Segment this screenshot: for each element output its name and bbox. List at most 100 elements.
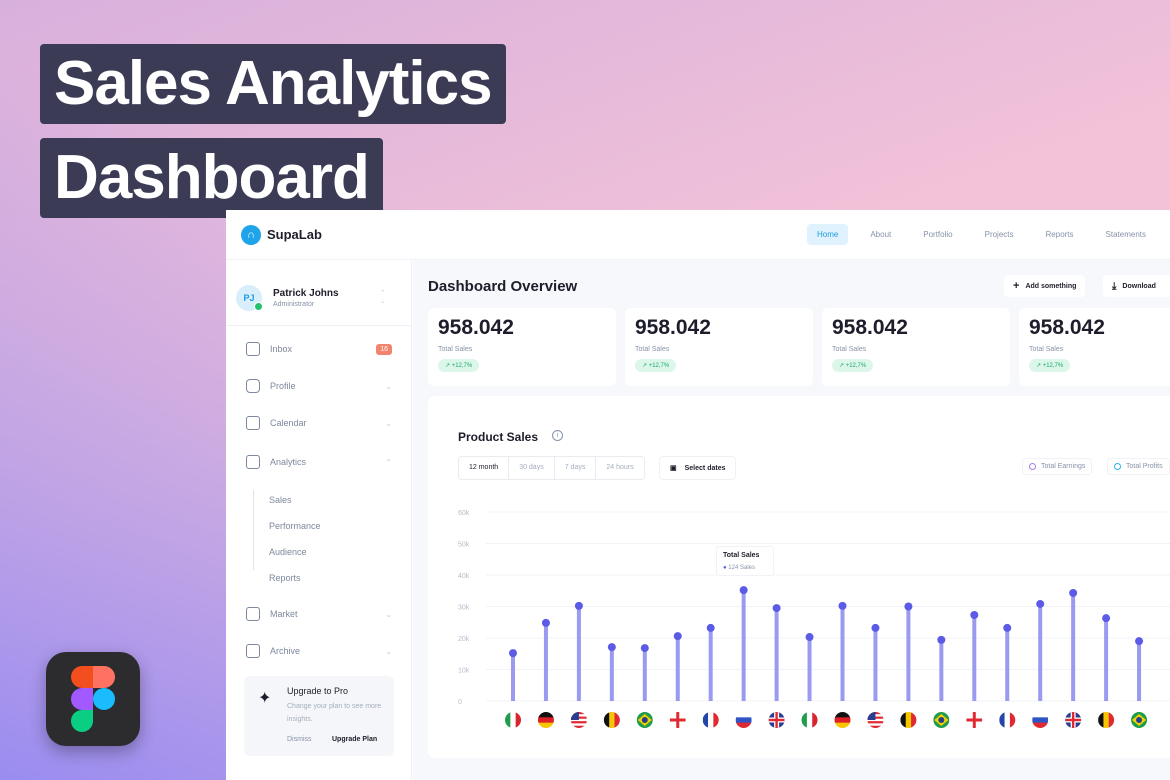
delta-badge: ↗ +12,7% [438,359,480,372]
y-tick-label: 30k [458,605,470,612]
data-point [937,635,946,644]
data-point [739,586,748,595]
y-tick-label: 60k [458,510,470,517]
range-30-days[interactable]: 30 days [509,457,555,479]
sidebar-item-archive[interactable]: Archive ⌄ [246,644,392,658]
data-point [805,633,814,642]
plus-icon: + [1013,280,1020,292]
calendar-icon [246,416,260,430]
data-point [574,601,583,610]
hero-title-line2: Dashboard [40,138,383,218]
avatar: PJ [236,285,263,311]
range-selector: 12 month 30 days 7 days 24 hours [458,456,645,480]
flag-belgium-icon [900,712,917,728]
flag-france-icon [702,712,719,728]
sidebar: PJ Patrick Johns Administrator ⌃ ⌄ Inbox 1… [226,260,412,780]
top-nav: Home About Portfolio Projects Reports St… [807,224,1168,245]
range-7-days[interactable]: 7 days [555,457,597,479]
flag-usa-icon [867,712,884,728]
sidebar-item-calendar[interactable]: Calendar ⌄ [246,416,392,430]
nav-statements[interactable]: Statements [1105,230,1146,239]
sidebar-item-label: Analytics [270,457,307,467]
flag-uk-icon [768,712,785,728]
add-something-button[interactable]: + Add something [1004,275,1086,297]
chevron-down-icon: ⌄ [385,381,392,391]
data-point [970,611,979,620]
nav-home[interactable]: Home [807,224,849,245]
delta-badge: ↗ +12,7% [635,359,677,372]
sidebar-item-label: Archive [270,646,301,656]
stat-label: Total Sales [1029,346,1064,353]
legend-total-earnings[interactable]: Total Earnings [1022,458,1093,475]
flag-brazil-icon [1131,712,1148,728]
data-point [1003,623,1012,632]
range-24-hours[interactable]: 24 hours [606,464,634,471]
stat-card: 958.042 Total Sales ↗ +12,7% [625,308,813,386]
download-button[interactable]: ⤓ Download [1103,275,1170,297]
sidebar-item-label: Inbox [270,344,293,354]
range-12-month[interactable]: 12 month [459,457,510,479]
button-label: Select dates [684,464,726,472]
data-point [607,643,616,652]
sidebar-item-inbox[interactable]: Inbox 16 [246,342,392,356]
flag-uk-icon [1065,712,1082,728]
y-tick-label: 50k [458,542,470,549]
figma-logo-icon [46,652,140,746]
calendar-icon: ▣ [670,465,677,472]
main-content: Dashboard Overview + Add something ⤓ Downl… [413,260,1170,780]
submenu-line [253,490,254,570]
flag-brazil-icon [933,712,950,728]
sparkle-icon: ✦ [258,690,272,707]
sidebar-item-analytics[interactable]: Analytics ⌃ [246,455,392,469]
stat-card: 958.042 Total Sales ↗ +12,7% [1019,308,1170,386]
sidebar-item-label: Profile [270,381,296,391]
y-tick-label: 40k [458,573,470,580]
stat-label: Total Sales [635,346,670,353]
flag-germany-icon [537,712,554,728]
submenu-sales[interactable]: Sales [269,495,292,505]
upgrade-plan-button[interactable]: Upgrade Plan [332,736,378,743]
flag-germany-icon [834,712,851,728]
upgrade-card: ✦ Upgrade to Pro Change your plan to see… [244,676,394,756]
delta-badge: ↗ +12,7% [832,359,874,372]
legend-marker-icon [1114,463,1121,470]
stat-card: 958.042 Total Sales ↗ +12,7% [822,308,1010,386]
legend-marker-icon [1029,463,1036,470]
submenu-reports[interactable]: Reports [269,573,301,583]
data-point [1069,588,1078,597]
flag-italy-icon [801,712,818,728]
sidebar-item-label: Market [270,609,298,619]
flag-russia-icon [735,712,752,728]
expand-collapse-icon[interactable]: ⌃ ⌄ [380,290,386,305]
submenu-audience[interactable]: Audience [269,547,307,557]
flag-italy-icon [505,712,521,728]
nav-reports[interactable]: Reports [1045,230,1074,239]
download-icon: ⤓ [1112,280,1117,292]
store-icon [246,607,260,621]
nav-about[interactable]: About [870,230,892,239]
brand-name: SupaLab [267,227,322,242]
stat-value: 958.042 [832,316,908,339]
dashboard-window: ∩ SupaLab Home About Portfolio Projects … [226,210,1170,780]
select-dates-button[interactable]: ▣ Select dates [659,456,737,480]
legend-total-profits[interactable]: Total Profits [1107,458,1170,475]
user-profile[interactable]: PJ Patrick Johns Administrator ⌃ ⌄ [226,260,411,326]
nav-projects[interactable]: Projects [984,230,1014,239]
data-point [1102,614,1111,623]
chart-tooltip: Total Sales ● 124 Sales [716,546,774,576]
data-point [1135,637,1144,646]
stat-label: Total Sales [832,346,867,353]
nav-portfolio[interactable]: Portfolio [923,230,953,239]
dismiss-button[interactable]: Dismiss [287,736,312,743]
hero-title-line1: Sales Analytics [40,44,506,124]
submenu-performance[interactable]: Performance [269,521,321,531]
supalab-logo-icon: ∩ [241,224,261,245]
tooltip-value: ● 124 Sales [723,565,755,571]
flag-france-icon [999,712,1016,728]
upgrade-title: Upgrade to Pro [287,686,349,696]
sidebar-item-profile[interactable]: Profile ⌄ [246,379,392,393]
sidebar-item-market[interactable]: Market ⌄ [246,607,392,621]
sidebar-item-label: Calendar [270,418,307,428]
info-icon[interactable]: i [552,430,563,441]
user-name: Patrick Johns [273,288,339,299]
